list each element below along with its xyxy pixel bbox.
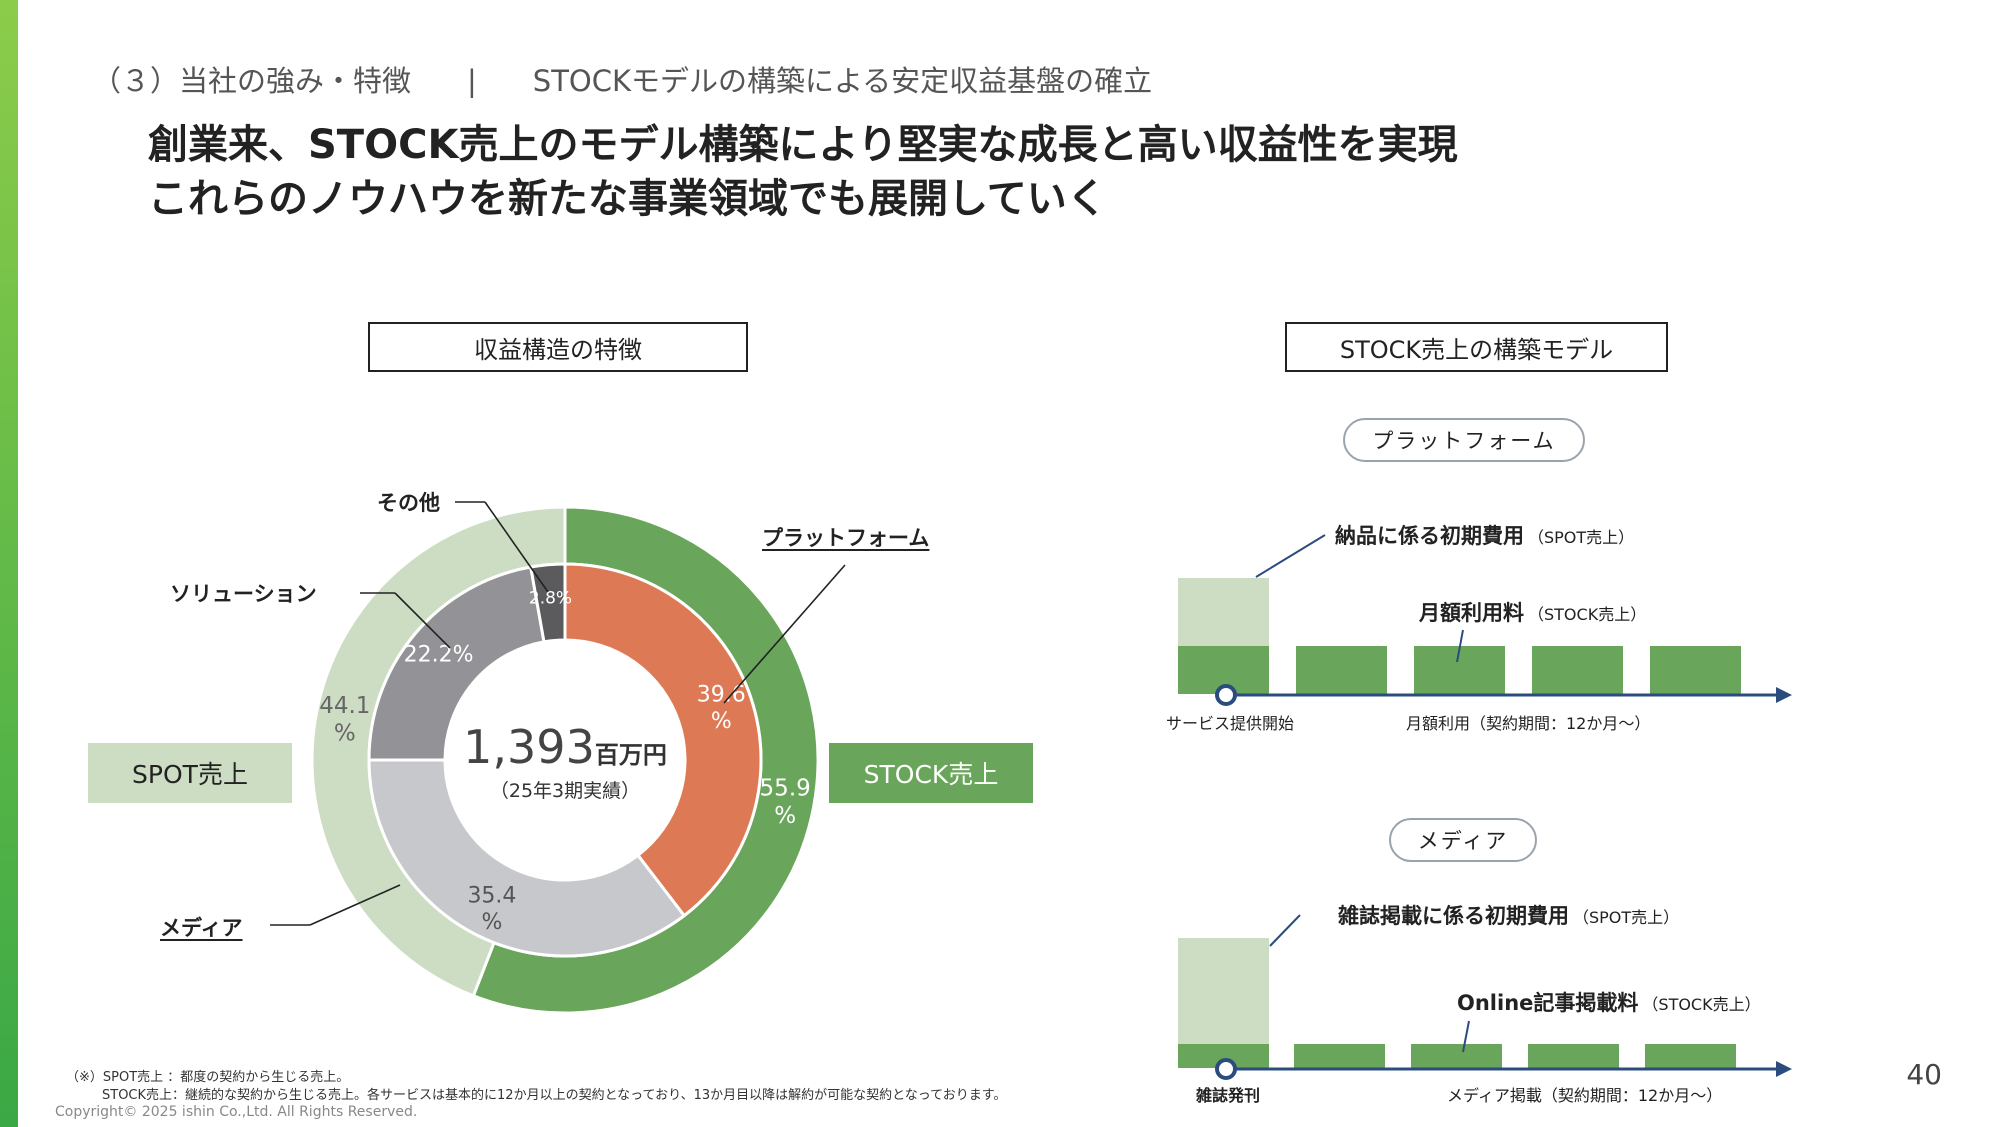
copyright: Copyright© 2025 ishin Co.,Ltd. All Right… xyxy=(55,1104,418,1120)
callout-other: その他 xyxy=(377,491,440,515)
platform-start-marker xyxy=(1215,684,1237,706)
platform-timeline-arrow xyxy=(1776,687,1792,703)
media-initial-fee-note: （SPOT売上） xyxy=(1573,908,1680,927)
media-monthly-block xyxy=(1411,1044,1502,1068)
footnote-stock: STOCK売上：継続的な契約から生じる売上。各サービスは基本的に12か月以上の契… xyxy=(102,1088,1007,1103)
stock-sales-tag: STOCK売上 xyxy=(829,743,1033,803)
media-monthly-fee-text: Online記事掲載料 xyxy=(1457,991,1639,1015)
platform-monthly-block xyxy=(1650,646,1741,694)
outer-label-0: 55.9% xyxy=(760,776,811,830)
callout-platform: プラットフォーム xyxy=(762,526,930,550)
footnote-spot: （※）SPOT売上 ：都度の契約から生じる売上。 xyxy=(66,1070,350,1085)
inner-slice-2 xyxy=(367,565,546,762)
media-initial-fee-label: 雑誌掲載に係る初期費用 （SPOT売上） xyxy=(1338,900,1679,930)
media-timeline-arrow xyxy=(1776,1061,1792,1077)
platform-initial-fee-label: 納品に係る初期費用 （SPOT売上） xyxy=(1335,520,1634,550)
platform-monthly-block xyxy=(1296,646,1387,694)
inner-slice-1 xyxy=(367,758,687,958)
media-initial-leader xyxy=(1269,914,1301,947)
media-pill: メディア xyxy=(1389,818,1537,862)
breadcrumb: （３）当社の強み・特徴 | STOCKモデルの構築による安定収益基盤の確立 xyxy=(92,58,1152,100)
media-start-marker xyxy=(1215,1058,1237,1080)
headline-line-1: 創業来、STOCK売上のモデル構築により堅実な成長と高い収益性を実現 xyxy=(148,122,1458,168)
leader-platform xyxy=(723,564,846,704)
platform-period-label: 月額利用（契約期間：12か月～） xyxy=(1406,714,1651,733)
media-initial-spot-block xyxy=(1178,938,1269,1044)
platform-monthly-fee-note: （STOCK売上） xyxy=(1528,605,1647,624)
platform-initial-fee-text: 納品に係る初期費用 xyxy=(1335,524,1524,548)
total-value: 1,393 xyxy=(463,720,595,774)
page-headline: 創業来、STOCK売上のモデル構築により堅実な成長と高い収益性を実現 これらのノ… xyxy=(148,118,1458,226)
section-label: （３）当社の強み・特徴 xyxy=(92,64,412,98)
platform-initial-leader xyxy=(1255,534,1326,578)
platform-monthly-leader xyxy=(1456,629,1464,663)
media-period-label: メディア掲載（契約期間：12か月～） xyxy=(1447,1086,1723,1105)
revenue-structure-title: 収益構造の特徴 xyxy=(368,322,748,372)
headline-line-2: これらのノウハウを新たな事業領域でも展開していく xyxy=(148,176,1107,222)
media-initial-fee-text: 雑誌掲載に係る初期費用 xyxy=(1338,904,1569,928)
inner-label-1: 35.4% xyxy=(467,883,516,934)
accent-bar xyxy=(0,0,18,1127)
platform-monthly-fee-label: 月額利用料 （STOCK売上） xyxy=(1419,597,1646,627)
media-start-label: 雑誌発刊 xyxy=(1196,1086,1261,1105)
media-monthly-block xyxy=(1645,1044,1736,1068)
section-topic: STOCKモデルの構築による安定収益基盤の確立 xyxy=(532,64,1153,98)
media-monthly-fee-label: Online記事掲載料 （STOCK売上） xyxy=(1457,987,1761,1017)
platform-monthly-fee-text: 月額利用料 xyxy=(1419,601,1524,625)
inner-label-0: 39.6% xyxy=(697,683,746,734)
page-number: 40 xyxy=(1906,1058,1942,1091)
stock-model-title: STOCK売上の構築モデル xyxy=(1285,322,1668,372)
callout-media: メディア xyxy=(160,916,243,940)
total-caption: （25年3期実績） xyxy=(489,780,641,802)
media-monthly-fee-note: （STOCK売上） xyxy=(1642,995,1761,1014)
callout-solution: ソリューション xyxy=(170,582,317,606)
platform-initial-spot-block xyxy=(1178,578,1269,646)
platform-monthly-block xyxy=(1532,646,1623,694)
outer-label-1: 44.1% xyxy=(319,693,370,747)
media-monthly-block xyxy=(1294,1044,1385,1068)
media-monthly-leader xyxy=(1462,1020,1470,1053)
inner-label-3: 2.8% xyxy=(529,588,572,608)
platform-pill: プラットフォーム xyxy=(1343,418,1585,462)
spot-sales-tag: SPOT売上 xyxy=(88,743,292,803)
inner-slice-3 xyxy=(528,562,567,644)
inner-slice-0 xyxy=(563,562,763,918)
donut-center: 1,393百万円 （25年3期実績） xyxy=(440,720,690,803)
platform-start-label: サービス提供開始 xyxy=(1166,714,1295,733)
total-unit: 百万円 xyxy=(594,741,667,769)
media-monthly-block xyxy=(1528,1044,1619,1068)
inner-label-2: 22.2% xyxy=(404,643,474,668)
breadcrumb-separator: | xyxy=(467,64,477,98)
platform-initial-fee-note: （SPOT売上） xyxy=(1528,528,1635,547)
